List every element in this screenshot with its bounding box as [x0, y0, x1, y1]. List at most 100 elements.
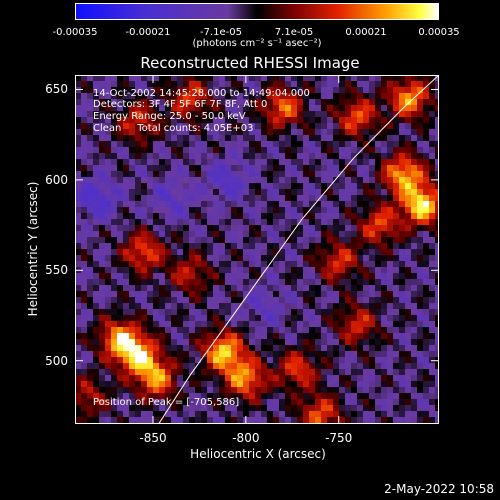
heatmap-cell — [381, 327, 388, 334]
heatmap-cell — [207, 75, 214, 82]
heatmap-cell — [327, 93, 334, 100]
heatmap-cell — [291, 201, 298, 208]
heatmap-cell — [423, 207, 430, 214]
heatmap-cell — [99, 405, 106, 412]
heatmap-cell — [189, 105, 196, 112]
heatmap-cell — [219, 297, 226, 304]
heatmap-cell — [309, 297, 316, 304]
heatmap-cell — [123, 333, 130, 340]
heatmap-cell — [399, 363, 406, 370]
heatmap-cell — [99, 117, 106, 124]
heatmap-cell — [219, 117, 226, 124]
heatmap-cell — [405, 333, 412, 340]
heatmap-cell — [135, 177, 142, 184]
heatmap-cell — [315, 363, 322, 370]
heatmap-cell — [279, 345, 286, 352]
heatmap-cell — [375, 183, 382, 190]
heatmap-cell — [399, 135, 406, 142]
heatmap-cell — [177, 213, 184, 220]
heatmap-cell — [435, 375, 439, 382]
heatmap-cell — [327, 219, 334, 226]
heatmap-cell — [279, 93, 286, 100]
heatmap-cell — [387, 291, 394, 298]
heatmap-cell — [363, 189, 370, 196]
heatmap-cell — [141, 309, 148, 316]
heatmap-cell — [213, 333, 220, 340]
heatmap-cell — [201, 87, 208, 94]
heatmap-cell — [111, 333, 118, 340]
heatmap-cell — [111, 285, 118, 292]
heatmap-cell — [387, 213, 394, 220]
heatmap-cell — [273, 189, 280, 196]
heatmap-cell — [273, 177, 280, 184]
heatmap-cell — [99, 297, 106, 304]
heatmap-cell — [393, 279, 400, 286]
heatmap-cell — [105, 201, 112, 208]
heatmap-cell — [225, 219, 232, 226]
heatmap-cell — [165, 339, 172, 346]
heatmap-cell — [387, 75, 394, 82]
heatmap-cell — [243, 231, 250, 238]
heatmap-cell — [123, 273, 130, 280]
heatmap-cell — [411, 231, 418, 238]
heatmap-cell — [345, 285, 352, 292]
heatmap-cell — [405, 363, 412, 370]
heatmap-cell — [351, 129, 358, 136]
heatmap-cell — [171, 375, 178, 382]
heatmap-cell — [123, 297, 130, 304]
heatmap-cell — [129, 369, 136, 376]
heatmap-cell — [399, 375, 406, 382]
heatmap-cell — [303, 75, 310, 82]
heatmap-cell — [183, 303, 190, 310]
heatmap-cell — [201, 195, 208, 202]
heatmap-cell — [201, 405, 208, 412]
heatmap-cell — [411, 273, 418, 280]
heatmap-cell — [339, 375, 346, 382]
heatmap-cell — [159, 171, 166, 178]
heatmap-cell — [291, 255, 298, 262]
heatmap-cell — [93, 321, 100, 328]
heatmap-cell — [345, 237, 352, 244]
heatmap-cell — [423, 363, 430, 370]
heatmap-cell — [411, 117, 418, 124]
heatmap-cell — [339, 303, 346, 310]
heatmap-cell — [351, 135, 358, 142]
heatmap-cell — [213, 297, 220, 304]
heatmap-cell — [411, 321, 418, 328]
heatmap-cell — [165, 87, 172, 94]
heatmap-cell — [165, 237, 172, 244]
heatmap-cell — [201, 261, 208, 268]
heatmap-cell — [93, 75, 100, 82]
heatmap-cell — [339, 213, 346, 220]
heatmap-cell — [333, 333, 340, 340]
heatmap-cell — [201, 237, 208, 244]
heatmap-cell — [243, 81, 250, 88]
heatmap-cell — [435, 99, 439, 106]
heatmap-cell — [117, 411, 124, 418]
heatmap-cell — [255, 405, 262, 412]
heatmap-cell — [105, 81, 112, 88]
heatmap-cell — [189, 129, 196, 136]
heatmap-cell — [339, 195, 346, 202]
heatmap-cell — [333, 291, 340, 298]
heatmap-cell — [363, 315, 370, 322]
heatmap-cell — [273, 345, 280, 352]
heatmap-cell — [237, 177, 244, 184]
heatmap-cell — [81, 303, 88, 310]
heatmap-cell — [333, 219, 340, 226]
heatmap-cell — [267, 291, 274, 298]
heatmap-cell — [351, 123, 358, 130]
heatmap-cell — [303, 171, 310, 178]
heatmap-cell — [285, 333, 292, 340]
heatmap-cell — [249, 93, 256, 100]
heatmap-cell — [255, 351, 262, 358]
heatmap-cell — [129, 153, 136, 160]
heatmap-cell — [357, 171, 364, 178]
heatmap-cell — [75, 99, 82, 106]
heatmap-cell — [153, 249, 160, 256]
heatmap-cell — [357, 399, 364, 406]
heatmap-cell — [171, 321, 178, 328]
heatmap-cell — [189, 345, 196, 352]
heatmap-cell — [117, 387, 124, 394]
heatmap-cell — [219, 189, 226, 196]
